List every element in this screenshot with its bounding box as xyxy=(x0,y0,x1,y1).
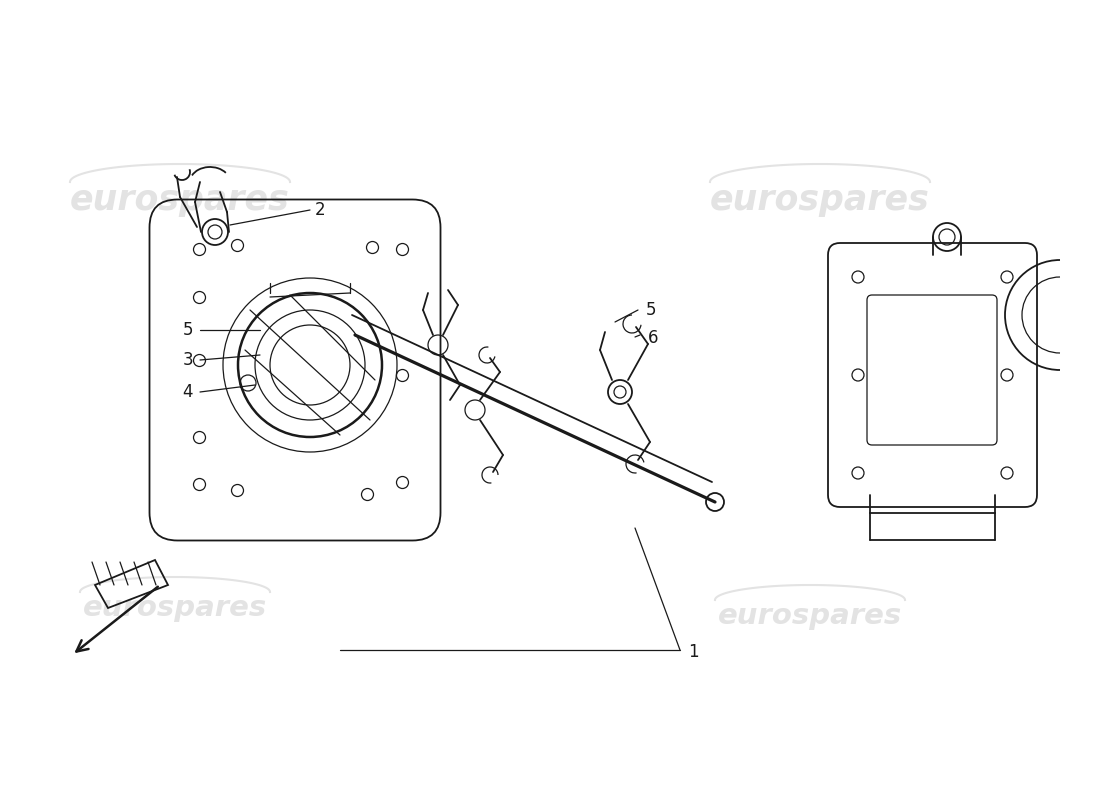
Text: 5: 5 xyxy=(183,321,192,339)
Text: 1: 1 xyxy=(688,643,698,661)
Text: 5: 5 xyxy=(646,301,657,319)
Text: eurospares: eurospares xyxy=(718,602,902,630)
Text: 4: 4 xyxy=(183,383,192,401)
Text: 3: 3 xyxy=(183,351,192,369)
Text: 6: 6 xyxy=(648,329,659,347)
Text: 2: 2 xyxy=(315,201,326,219)
Text: eurospares: eurospares xyxy=(711,183,930,217)
Text: eurospares: eurospares xyxy=(70,183,290,217)
Text: eurospares: eurospares xyxy=(82,594,267,622)
